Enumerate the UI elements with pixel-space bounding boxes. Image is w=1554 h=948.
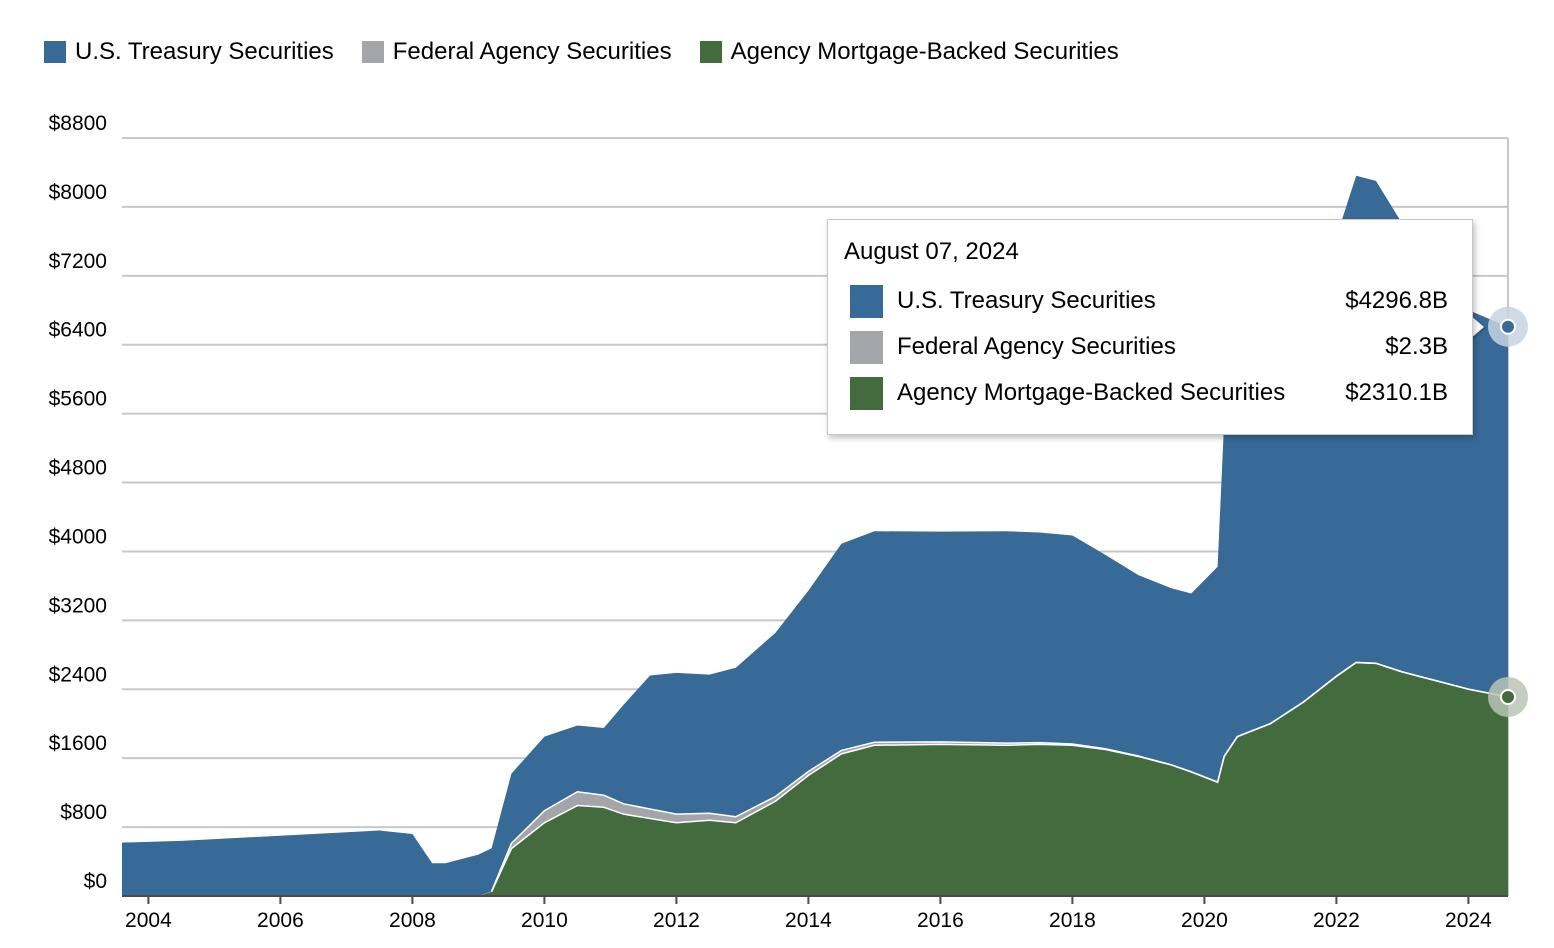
legend-item-mbs[interactable]: Agency Mortgage-Backed Securities	[699, 38, 1119, 66]
y-tick-label: $3200	[49, 594, 107, 617]
y-tick-label: $2400	[49, 663, 107, 686]
series-areas	[122, 175, 1509, 897]
x-tick-label: 2024	[1445, 909, 1492, 932]
y-tick-label: $6400	[49, 319, 107, 342]
legend-swatch-treasury	[44, 41, 66, 63]
tooltip-date: August 07, 2024	[844, 238, 1019, 265]
tooltip-row-treasury: U.S. Treasury Securities $4296.8B	[850, 284, 1448, 318]
y-tick-label: $8000	[49, 181, 107, 204]
legend-label-agency: Federal Agency Securities	[392, 38, 672, 65]
y-tick-label: $1600	[49, 732, 107, 755]
area-u-s-treasury-securities[interactable]	[122, 175, 1508, 897]
y-tick-label: $5600	[49, 388, 107, 411]
y-tick-label: $800	[60, 801, 107, 824]
tooltip: August 07, 2024 U.S. Treasury Securities…	[827, 219, 1473, 435]
tooltip-swatch-agency	[850, 330, 883, 364]
x-tick-label: 2010	[521, 909, 568, 932]
marker-mbs[interactable]	[1500, 689, 1516, 706]
legend-label-treasury: U.S. Treasury Securities	[75, 38, 334, 65]
y-tick-label: $0	[84, 870, 107, 893]
x-tick-label: 2022	[1313, 909, 1360, 932]
marker-treasury[interactable]	[1500, 318, 1516, 335]
legend-item-agency[interactable]: Federal Agency Securities	[361, 38, 672, 66]
axes: $0 $800 $1600 $2400 $3200 $4000 $4800 $5600 $640…	[49, 112, 1508, 932]
tooltip-pointer	[1470, 315, 1484, 339]
tooltip-label-mbs: Agency Mortgage-Backed Securities	[897, 379, 1286, 406]
legend-swatch-mbs	[699, 41, 722, 63]
tooltip-label-agency: Federal Agency Securities	[897, 333, 1176, 360]
x-tick-label: 2004	[125, 909, 172, 932]
y-tick-label: $4800	[49, 457, 107, 480]
tooltip-row-agency: Federal Agency Securities $2.3B	[850, 330, 1448, 364]
tooltip-value-treasury: $4296.8B	[1345, 287, 1448, 314]
x-tick-label: 2008	[389, 909, 436, 932]
y-tick-label: $4000	[49, 525, 107, 548]
series-boundary-line	[490, 661, 1509, 892]
area-agency-mortgage-backed-securities[interactable]	[122, 662, 1508, 896]
tooltip-swatch-mbs	[850, 376, 883, 410]
x-tick-label: 2014	[785, 909, 832, 932]
tooltip-value-mbs: $2310.1B	[1345, 379, 1448, 406]
chart-legend: U.S. Treasury Securities Federal Agency …	[44, 38, 1147, 66]
y-tick-label: $8800	[49, 112, 107, 135]
legend-item-treasury[interactable]: U.S. Treasury Securities	[44, 38, 334, 66]
x-tick-label: 2018	[1049, 909, 1096, 932]
tooltip-value-agency: $2.3B	[1385, 333, 1448, 360]
legend-swatch-agency	[361, 41, 384, 63]
x-tick-label: 2012	[653, 909, 700, 932]
y-tick-label: $7200	[49, 250, 107, 273]
x-tick-label: 2016	[917, 909, 964, 932]
legend-label-mbs: Agency Mortgage-Backed Securities	[730, 38, 1119, 65]
tooltip-swatch-treasury	[850, 284, 883, 318]
hover-markers	[1488, 306, 1528, 718]
x-tick-label: 2020	[1181, 909, 1228, 932]
x-tick-label: 2006	[257, 909, 304, 932]
tooltip-row-mbs: Agency Mortgage-Backed Securities $2310.…	[850, 376, 1448, 410]
tooltip-label-treasury: U.S. Treasury Securities	[897, 287, 1156, 314]
